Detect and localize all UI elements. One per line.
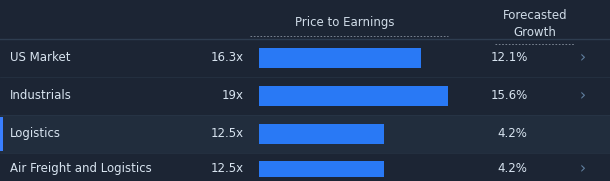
Text: Growth: Growth [514, 26, 556, 39]
Bar [0, 117, 3, 151]
Text: 12.5x: 12.5x [211, 162, 244, 175]
Text: ›: › [580, 161, 586, 176]
Bar [259, 124, 384, 144]
Text: 4.2%: 4.2% [498, 127, 528, 140]
Bar [259, 48, 422, 68]
Bar [259, 86, 448, 106]
Text: 16.3x: 16.3x [211, 51, 244, 64]
Text: Price to Earnings: Price to Earnings [295, 16, 395, 29]
Text: 12.5x: 12.5x [211, 127, 244, 140]
Text: 15.6%: 15.6% [490, 89, 528, 102]
Text: Industrials: Industrials [10, 89, 71, 102]
Text: Forecasted: Forecasted [503, 9, 567, 22]
Text: 12.1%: 12.1% [490, 51, 528, 64]
Text: ›: › [580, 89, 586, 103]
Bar [0, 115, 610, 153]
Bar [259, 161, 384, 177]
Text: 19x: 19x [222, 89, 244, 102]
Text: 4.2%: 4.2% [498, 162, 528, 175]
Text: Air Freight and Logistics: Air Freight and Logistics [10, 162, 151, 175]
Text: Logistics: Logistics [10, 127, 61, 140]
Text: US Market: US Market [10, 51, 70, 64]
Text: ›: › [580, 50, 586, 65]
